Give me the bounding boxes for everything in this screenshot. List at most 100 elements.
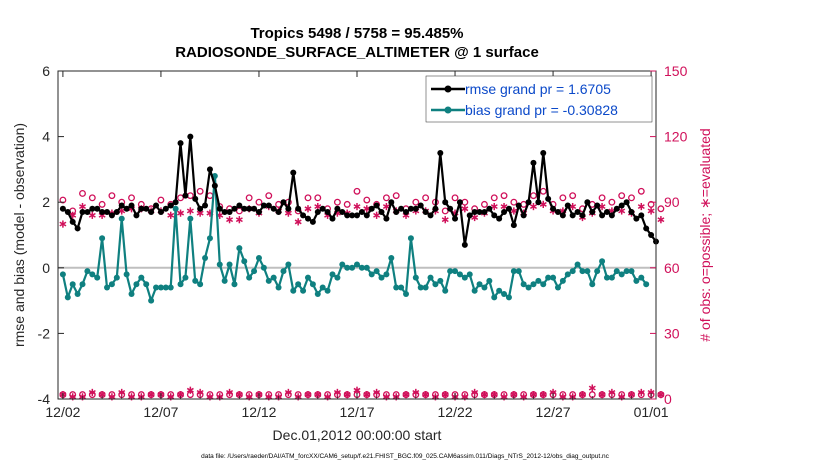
rmse-point (613, 205, 620, 212)
bias-point (540, 281, 547, 288)
evaluated-marker (608, 388, 616, 397)
rmse-point (368, 205, 375, 212)
rmse-point (260, 202, 267, 209)
bias-point (309, 281, 316, 288)
rmse-point (339, 209, 346, 216)
rmse-point (432, 205, 439, 212)
evaluated-marker (186, 386, 194, 394)
possible-marker (637, 187, 645, 195)
rmse-point (393, 209, 400, 216)
x-axis: 12/02 12/07 12/12 12/17 12/22 12/27 01/01 (45, 71, 669, 420)
rmse-point (216, 205, 223, 212)
bias-point (94, 274, 101, 281)
evaluated-marker (471, 388, 479, 397)
bias-point (182, 274, 189, 281)
rmse-point (618, 202, 625, 209)
rmse-point (143, 205, 150, 212)
bias-point (545, 274, 552, 281)
bias-point (295, 281, 302, 288)
possible-marker (392, 192, 400, 200)
rmse-point (172, 199, 179, 206)
x-tick-label: 12/07 (143, 404, 178, 420)
rmse-point (373, 202, 380, 209)
data-file-note: data file: /Users/raeder/DAI/ATM_forcXX/… (201, 453, 610, 460)
rmse-point (182, 192, 189, 199)
bias-point (59, 271, 66, 278)
bias-point (280, 268, 287, 275)
possible-marker (157, 196, 165, 204)
evaluated-marker (294, 218, 302, 226)
rmse-point (187, 133, 194, 140)
rmse-point (638, 212, 645, 219)
y-left-tick-label: 6 (42, 63, 50, 79)
rmse-point (108, 212, 115, 219)
possible-marker (363, 196, 371, 204)
rmse-point (383, 215, 390, 222)
rmse-point (319, 205, 326, 212)
rmse-point (427, 212, 434, 219)
rmse-point (584, 199, 591, 206)
legend-box (425, 75, 653, 123)
rmse-point (530, 159, 537, 166)
rmse-point (574, 209, 581, 216)
y-right-tick-label: 30 (664, 325, 680, 341)
evaluated-marker (422, 391, 430, 399)
bias-point (64, 294, 71, 301)
rmse-point (118, 202, 125, 209)
bias-point (324, 287, 331, 294)
bias-point (260, 264, 267, 271)
bias-point (574, 261, 581, 268)
rmse-point (417, 202, 424, 209)
bias-point (143, 281, 150, 288)
bias-point (589, 281, 596, 288)
bias-point (172, 205, 179, 212)
rmse-point (314, 209, 321, 216)
y-right-tick-label: 60 (664, 260, 680, 276)
y-axis-right: 0 30 60 90 120 150 (650, 63, 688, 407)
bias-point (564, 271, 571, 278)
rmse-point (290, 169, 297, 176)
bias-point (192, 277, 199, 284)
rmse-point (594, 202, 601, 209)
bias-point (290, 287, 297, 294)
y-axis-left-label: rmse and bias (model - observation) (11, 123, 27, 347)
legend: rmse grand pr = 1.6705 bias grand pr = -… (425, 75, 653, 123)
rmse-point (285, 205, 292, 212)
evaluated-marker (373, 388, 381, 397)
evaluated-marker (353, 386, 361, 394)
rmse-point (99, 209, 106, 216)
bias-point (456, 271, 463, 278)
legend-rmse-label: rmse grand pr = 1.6705 (465, 81, 611, 97)
evaluated-marker (88, 211, 96, 219)
rmse-point (270, 205, 277, 212)
bias-point (368, 271, 375, 278)
rmse-point (569, 212, 576, 219)
possible-marker (59, 196, 67, 204)
rmse-point (104, 209, 111, 216)
bias-point (466, 271, 473, 278)
bias-point (304, 274, 311, 281)
rmse-point (69, 218, 76, 225)
bias-point (633, 277, 640, 284)
bias-point (128, 291, 135, 298)
bias-point (334, 274, 341, 281)
bias-point (118, 215, 125, 222)
rmse-point (113, 209, 120, 216)
bias-point (251, 268, 258, 275)
rmse-point (403, 209, 410, 216)
bias-point (89, 271, 96, 278)
rmse-point (324, 209, 331, 216)
bias-point (422, 284, 429, 291)
bias-point (177, 281, 184, 288)
bias-point (520, 281, 527, 288)
bias-point (167, 284, 174, 291)
possible-marker (333, 198, 341, 206)
bias-point (447, 268, 454, 275)
bias-point (412, 274, 419, 281)
rmse-point (162, 205, 169, 212)
bias-point (275, 284, 282, 291)
bias-point (501, 291, 508, 298)
y-left-tick-label: 2 (42, 194, 50, 210)
bias-point (486, 277, 493, 284)
evaluated-marker (186, 207, 194, 215)
